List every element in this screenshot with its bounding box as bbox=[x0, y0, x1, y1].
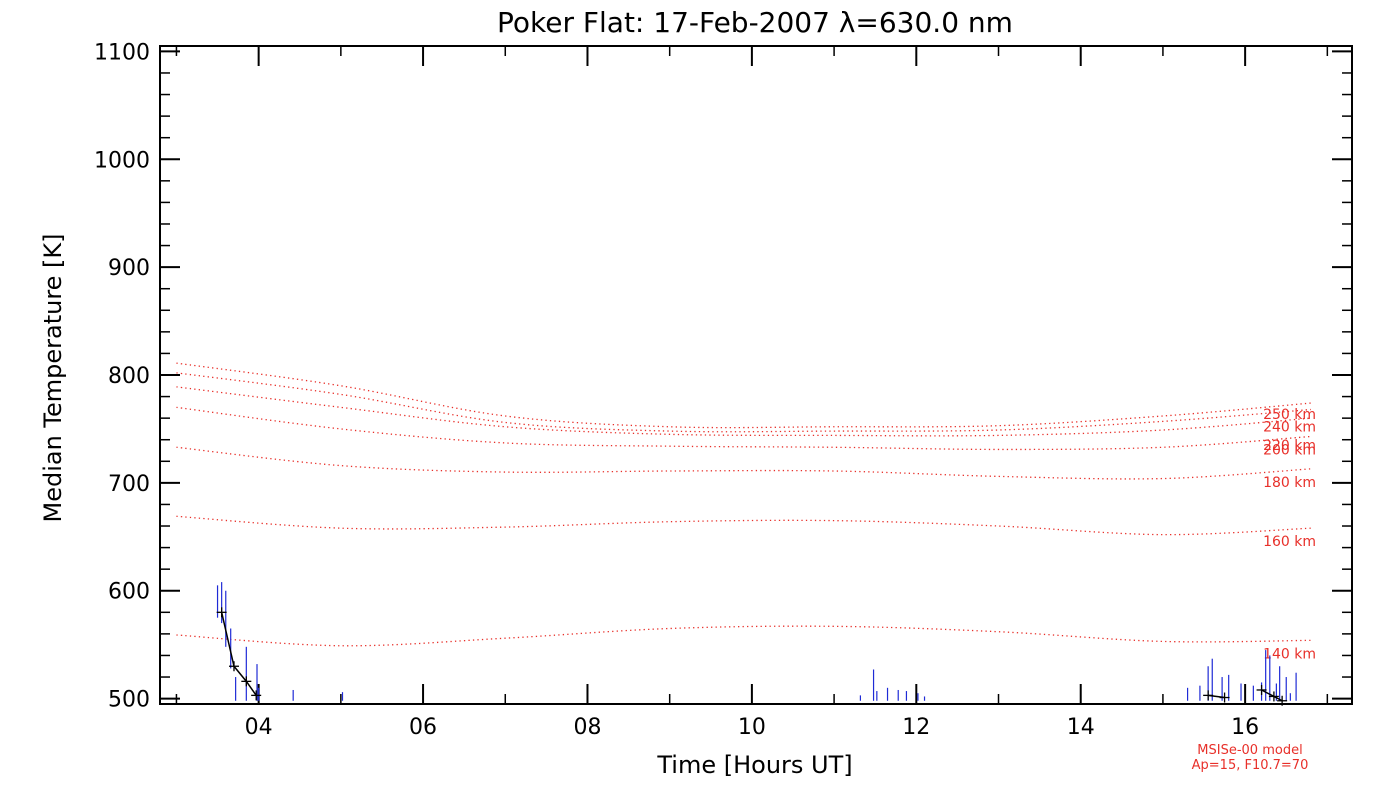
x-tick-label: 08 bbox=[573, 715, 601, 740]
y-tick-label: 500 bbox=[108, 688, 150, 713]
model-curve-label: 140 km bbox=[1263, 646, 1316, 662]
measurement-samples bbox=[218, 582, 1297, 701]
x-tick-label: 06 bbox=[409, 715, 437, 740]
y-tick-label: 600 bbox=[108, 580, 150, 605]
x-axis-label: Time [Hours UT] bbox=[656, 751, 852, 779]
model-curve-220km bbox=[176, 387, 1310, 436]
model-curve-240km bbox=[176, 373, 1310, 432]
x-tick-label: 14 bbox=[1067, 715, 1095, 740]
model-parameters-label: Ap=15, F10.7=70 bbox=[1192, 758, 1309, 773]
y-tick-label: 700 bbox=[108, 472, 150, 497]
x-tick-label: 10 bbox=[738, 715, 766, 740]
median-line-segment bbox=[1262, 690, 1283, 701]
plot-border bbox=[160, 46, 1352, 704]
model-curve-label: 160 km bbox=[1263, 534, 1316, 550]
model-curve-200km bbox=[176, 407, 1310, 449]
x-axis: 04 06 08 10 12 14 16 bbox=[176, 46, 1327, 740]
model-curve-label: 250 km bbox=[1263, 407, 1316, 423]
x-tick-label: 12 bbox=[902, 715, 930, 740]
model-curve-180km bbox=[176, 447, 1310, 479]
y-tick-label: 1100 bbox=[94, 40, 150, 65]
y-tick-label: 800 bbox=[108, 364, 150, 389]
model-curve-label: 220 km bbox=[1263, 438, 1316, 454]
model-curve-160km bbox=[176, 516, 1310, 534]
model-curve-label: 180 km bbox=[1263, 475, 1316, 491]
y-axis: 500 600 700 800 900 1000 1100 bbox=[94, 40, 1352, 712]
model-curve-140km bbox=[176, 626, 1310, 646]
x-tick-label: 04 bbox=[245, 715, 273, 740]
chart-title: Poker Flat: 17-Feb-2007 λ=630.0 nm bbox=[497, 6, 1013, 39]
y-tick-label: 1000 bbox=[94, 148, 150, 173]
model-label: MSISe-00 model bbox=[1197, 743, 1302, 758]
y-axis-label: Median Temperature [K] bbox=[39, 233, 67, 522]
y-tick-label: 900 bbox=[108, 256, 150, 281]
temperature-chart: Poker Flat: 17-Feb-2007 λ=630.0 nm 500 60… bbox=[0, 0, 1400, 800]
median-line-segment bbox=[222, 612, 257, 695]
plot-frame bbox=[160, 46, 1352, 704]
x-tick-label: 16 bbox=[1231, 715, 1259, 740]
